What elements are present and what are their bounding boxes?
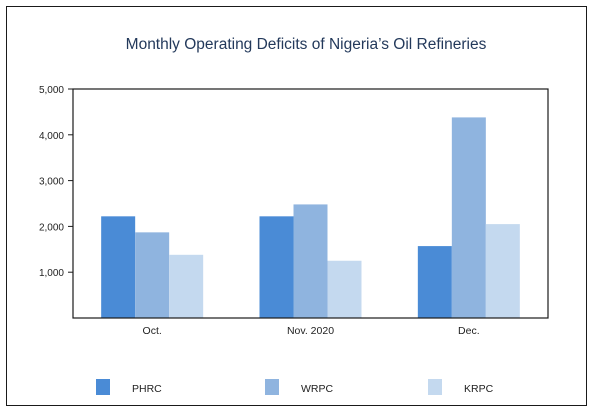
plot-area-border — [72, 88, 549, 319]
category-label: Nov. 2020 — [287, 325, 334, 337]
legend-swatch-krpc — [428, 379, 442, 395]
legend: PHRC WRPC KRPC — [96, 379, 494, 395]
bar-phrc-0 — [101, 216, 136, 318]
legend-swatch-phrc — [96, 379, 110, 395]
category-label: Oct. — [143, 325, 162, 337]
chart: Monthly Operating Deficits of Nigeria’s … — [39, 36, 549, 395]
category-label: Dec. — [458, 325, 480, 337]
y-tick-label: 5,000 — [39, 85, 64, 96]
x-axis: Oct. Nov. 2020 Dec. — [143, 325, 480, 337]
y-tick-label: 3,000 — [39, 177, 64, 188]
bar-krpc-2 — [485, 224, 520, 318]
bars — [101, 117, 520, 318]
bar-wrpc-1 — [293, 204, 328, 318]
chart-frame: Monthly Operating Deficits of Nigeria’s … — [6, 6, 587, 406]
bar-wrpc-2 — [451, 117, 486, 318]
legend-label-wrpc: WRPC — [301, 383, 333, 395]
bar-phrc-1 — [259, 216, 294, 318]
legend-label-phrc: PHRC — [132, 383, 162, 395]
bar-krpc-1 — [327, 260, 362, 318]
y-tick-label: 2,000 — [39, 222, 64, 233]
legend-swatch-wrpc — [265, 379, 279, 395]
chart-title: Monthly Operating Deficits of Nigeria’s … — [126, 36, 487, 53]
bar-wrpc-0 — [135, 232, 170, 318]
bar-krpc-0 — [169, 254, 204, 318]
legend-label-krpc: KRPC — [464, 383, 494, 395]
bar-phrc-2 — [417, 246, 452, 318]
y-tick-label: 4,000 — [39, 131, 64, 142]
y-axis: 1,000 2,000 3,000 4,000 5,000 — [39, 85, 73, 279]
y-tick-label: 1,000 — [39, 268, 64, 279]
